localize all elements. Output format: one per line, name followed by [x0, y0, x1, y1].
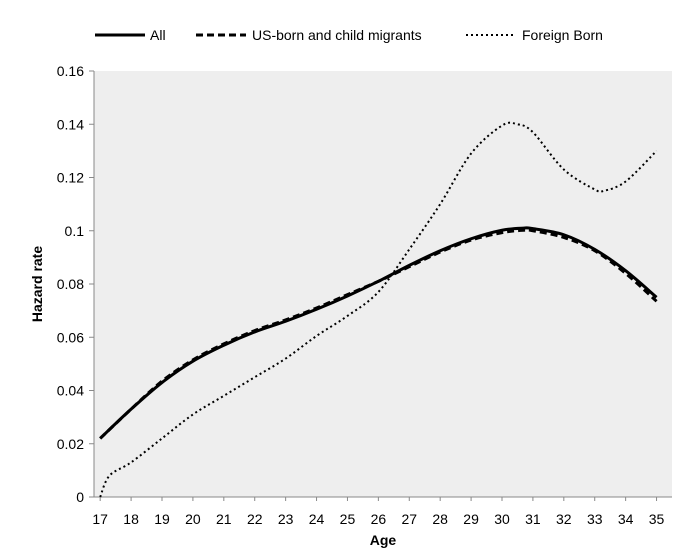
y-tick-label: 0 [76, 489, 84, 505]
y-axis-ticks: 0 0.02 0.04 0.06 0.08 0.1 0.12 0.14 0.16 [57, 63, 94, 505]
x-tick-label: 20 [185, 511, 201, 527]
x-tick-label: 18 [123, 511, 139, 527]
y-tick-label: 0.06 [57, 329, 84, 345]
x-axis-title: Age [370, 532, 397, 548]
x-tick-label: 32 [556, 511, 572, 527]
y-tick-label: 0.08 [57, 276, 84, 292]
y-tick-label: 0.04 [57, 383, 84, 399]
x-tick-label: 33 [587, 511, 603, 527]
x-tick-label: 30 [494, 511, 510, 527]
x-tick-label: 26 [371, 511, 387, 527]
legend-item-all: All [95, 27, 166, 43]
y-tick-label: 0.02 [57, 436, 84, 452]
legend: All US-born and child migrants Foreign B… [95, 27, 603, 43]
legend-item-us-born: US-born and child migrants [196, 27, 422, 43]
legend-item-foreign-born: Foreign Born [466, 27, 603, 43]
series-layer [99, 121, 658, 498]
y-tick-label: 0.12 [57, 170, 84, 186]
x-tick-label: 21 [216, 511, 232, 527]
x-tick-label: 25 [340, 511, 356, 527]
x-tick-label: 17 [92, 511, 108, 527]
x-tick-label: 35 [649, 511, 665, 527]
x-tick-label: 29 [463, 511, 479, 527]
series-line-foreign-born [99, 121, 658, 498]
y-tick-label: 0.1 [65, 223, 85, 239]
x-tick-label: 28 [432, 511, 448, 527]
x-tick-label: 34 [618, 511, 634, 527]
x-tick-label: 19 [154, 511, 170, 527]
x-tick-label: 22 [247, 511, 263, 527]
legend-label-foreign-born: Foreign Born [522, 27, 603, 43]
x-tick-label: 24 [309, 511, 325, 527]
x-axis-ticks: 17 18 19 20 21 22 23 24 25 26 27 28 29 30 31 32 33 34 35 [92, 497, 665, 527]
y-axis-title: Hazard rate [29, 246, 45, 322]
x-tick-label: 27 [401, 511, 417, 527]
legend-label-us-born: US-born and child migrants [252, 27, 422, 43]
legend-label-all: All [150, 27, 166, 43]
x-tick-label: 31 [525, 511, 541, 527]
x-tick-label: 23 [278, 511, 294, 527]
y-tick-label: 0.16 [57, 63, 84, 79]
series-line-us-born [99, 228, 658, 440]
y-tick-label: 0.14 [57, 116, 84, 132]
plot-area [94, 71, 672, 497]
